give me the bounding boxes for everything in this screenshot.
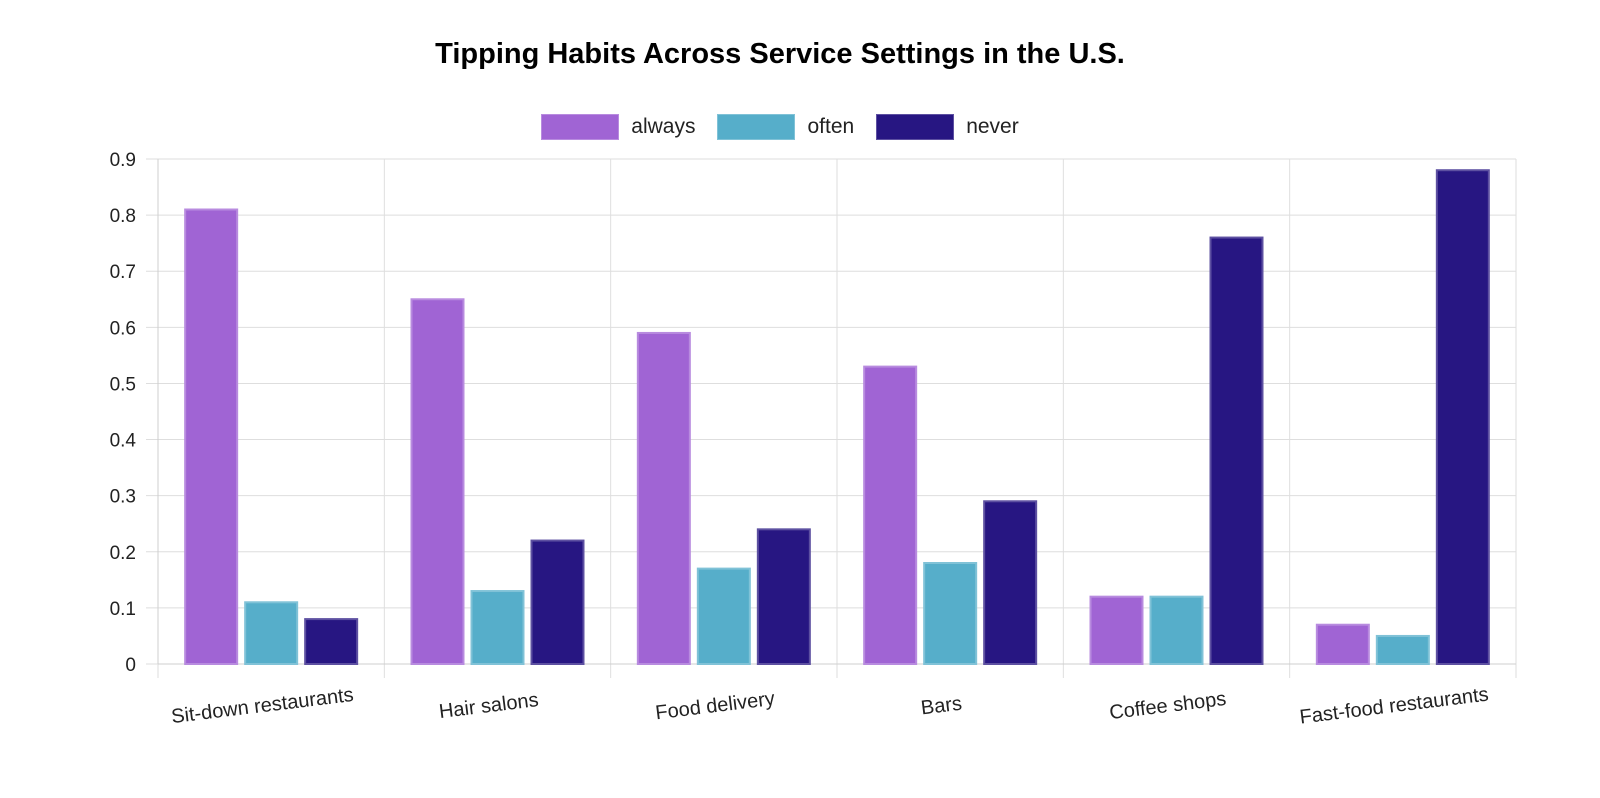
bar-always-4: [1089, 595, 1144, 666]
bar-always-1: [410, 298, 465, 665]
y-tick-label: 0.5: [110, 374, 136, 395]
bar-often-2: [696, 567, 751, 665]
bar-often-3: [923, 562, 978, 665]
bar-often-1: [470, 590, 525, 665]
legend-swatch-often: [717, 114, 796, 140]
x-tick-label: Fast-food restaurants: [1298, 684, 1489, 729]
y-tick-label: 0: [125, 655, 136, 676]
y-tick-label: 0.8: [110, 206, 136, 227]
x-tick-label: Coffee shops: [1108, 688, 1227, 724]
legend-item-never[interactable]: never: [876, 114, 1019, 140]
chart-title: Tipping Habits Across Service Settings i…: [435, 38, 1125, 70]
bar-always-2: [636, 331, 691, 665]
y-tick-label: 0.7: [110, 262, 136, 283]
x-tick-label: Bars: [920, 693, 963, 720]
bar-often-5: [1375, 634, 1430, 666]
y-tick-label: 0.4: [110, 431, 137, 452]
y-tick-label: 0.2: [110, 543, 136, 564]
legend-label-often: often: [807, 115, 855, 138]
legend-label-always: always: [631, 115, 696, 138]
bar-often-4: [1149, 595, 1204, 666]
bar-never-4: [1209, 236, 1264, 666]
bar-often-0: [244, 601, 299, 665]
bar-never-1: [530, 539, 585, 665]
x-tick-label: Sit-down restaurants: [170, 684, 355, 728]
legend-item-often[interactable]: often: [717, 114, 854, 140]
legend-label-never: never: [966, 115, 1019, 138]
bar-never-2: [756, 528, 811, 665]
legend: always often never: [0, 114, 1560, 140]
x-tick-label: Food delivery: [654, 688, 776, 724]
legend-swatch-never: [876, 114, 955, 140]
bar-always-0: [184, 208, 239, 665]
bar-never-5: [1435, 169, 1490, 665]
bar-always-3: [863, 365, 918, 665]
y-tick-label: 0.6: [110, 318, 136, 339]
x-tick-label: Hair salons: [438, 689, 540, 723]
bar-never-3: [983, 500, 1038, 665]
y-tick-label: 0.3: [110, 487, 136, 508]
bar-always-5: [1315, 623, 1370, 666]
bar-never-0: [304, 618, 359, 665]
y-tick-label: 0.1: [110, 599, 136, 620]
legend-swatch-always: [541, 114, 620, 140]
legend-item-always[interactable]: always: [541, 114, 695, 140]
y-tick-label: 0.9: [110, 150, 136, 171]
